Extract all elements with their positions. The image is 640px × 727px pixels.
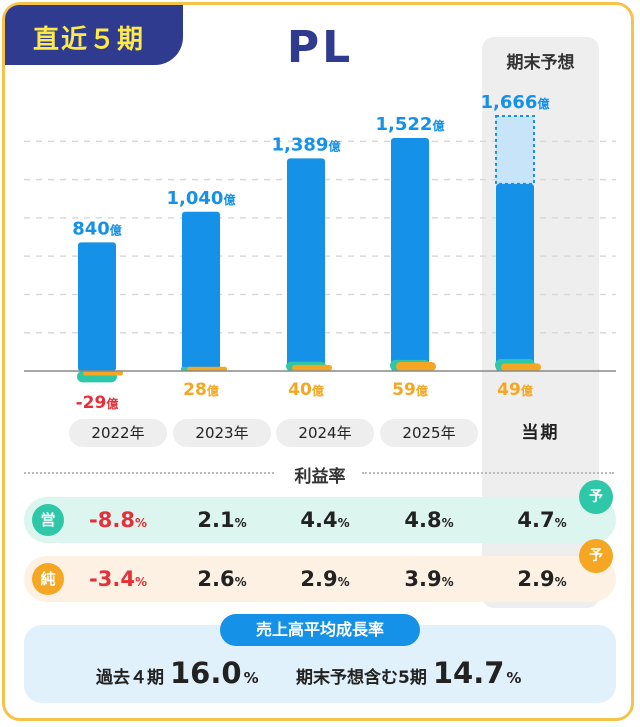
- year-label-2025: 2025年: [380, 419, 478, 447]
- net-profit-bar: [292, 364, 332, 371]
- net-profit-bar: [83, 371, 123, 376]
- year-label-text: 2023年: [195, 424, 249, 442]
- growth-forecast-label: 期末予想含む5期: [296, 668, 427, 688]
- operating-margin-row: 営 -8.8% 2.1% 4.4% 4.8% 4.7%: [24, 497, 616, 543]
- revenue-bar: [496, 183, 534, 371]
- net-profit-bar: [396, 361, 436, 371]
- operating-icon: 営: [32, 504, 64, 536]
- net-profit-bar: [501, 363, 541, 371]
- net-margin-2022: -3.4%: [89, 567, 147, 591]
- net-profit-value-label: 59億: [392, 380, 428, 400]
- revenue-value-label: 840億: [72, 218, 122, 239]
- current-period-label: 当期: [521, 423, 560, 443]
- year-label-2024: 2024年: [276, 419, 374, 447]
- operating-margin-2022: -8.8%: [89, 508, 147, 532]
- revenue-bar: [287, 158, 325, 371]
- operating-margin-2023: 2.1%: [197, 508, 247, 532]
- forecast-header: 期末予想: [506, 53, 575, 73]
- chart-title: PL: [286, 22, 354, 73]
- net-profit-value-label: 40億: [288, 380, 324, 400]
- growth-forecast: 期末予想含む5期 14.7%: [296, 656, 522, 690]
- revenue-bar-forecast: [495, 114, 535, 185]
- revenue-bar: [78, 242, 116, 371]
- net-margin-2025: 3.9%: [404, 567, 454, 591]
- year-label-2023: 2023年: [173, 419, 271, 447]
- profit-rate-title: 利益率: [294, 467, 346, 487]
- net-margin-current: 2.9%: [517, 567, 567, 591]
- growth-rate-title: 売上高平均成長率: [220, 614, 420, 646]
- revenue-bar: [182, 211, 220, 371]
- growth-past: 過去４期 16.0%: [96, 656, 259, 690]
- growth-past-value: 16.0: [170, 656, 242, 690]
- operating-margin-2024: 4.4%: [300, 508, 350, 532]
- revenue-value-label: 1,389億: [272, 134, 341, 155]
- revenue-value-label: 1,666億: [481, 92, 550, 113]
- period-badge: 直近５期: [5, 5, 183, 65]
- net-profit-value-label: 49億: [497, 380, 533, 400]
- year-label-text: 2022年: [91, 424, 145, 442]
- net-profit-value-label: -29億: [76, 393, 119, 413]
- operating-margin-current: 4.7%: [517, 508, 567, 532]
- revenue-bar: [391, 138, 429, 371]
- net-margin-2024: 2.9%: [300, 567, 350, 591]
- growth-past-label: 過去４期: [96, 668, 164, 688]
- net-profit-value-label: 28億: [183, 380, 219, 400]
- divider-left: [24, 472, 274, 474]
- period-badge-label: 直近５期: [33, 25, 146, 55]
- revenue-value-label: 1,522億: [376, 114, 445, 135]
- growth-forecast-value: 14.7: [432, 656, 505, 690]
- divider-right: [362, 472, 614, 474]
- net-margin-row: 純 -3.4% 2.6% 2.9% 3.9% 2.9%: [24, 556, 616, 602]
- net-margin-2023: 2.6%: [197, 567, 247, 591]
- year-label-text: 2025年: [402, 424, 456, 442]
- net-icon: 純: [32, 563, 64, 595]
- operating-margin-2025: 4.8%: [404, 508, 454, 532]
- year-label-2022: 2022年: [69, 419, 167, 447]
- net-forecast-badge: 予: [579, 539, 613, 573]
- year-label-text: 2024年: [298, 424, 352, 442]
- net-profit-bar: [187, 366, 227, 371]
- revenue-value-label: 1,040億: [167, 188, 236, 209]
- pl-bar-chart: 840億 -29億 1,040億 28億 1,389億 40億 1,522億 59億 1,666…: [24, 92, 616, 413]
- operating-forecast-badge: 予: [579, 480, 613, 514]
